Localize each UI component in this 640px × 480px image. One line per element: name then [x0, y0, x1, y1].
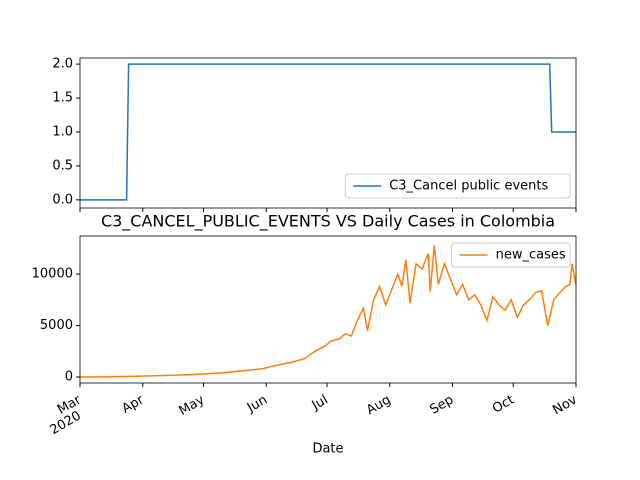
x-tick-label: Jun — [244, 393, 270, 417]
axes-frame — [79, 57, 577, 209]
y-tick-label: 2.0 — [52, 57, 73, 72]
series-line — [80, 63, 576, 201]
y-tick-label: 10000 — [32, 267, 73, 282]
x-tick-label: Oct — [490, 393, 517, 417]
x-axis-label: Date — [312, 442, 343, 457]
legend-label: C3_Cancel public events — [389, 179, 548, 194]
x-tick-label: Sep — [428, 393, 457, 418]
y-tick-label: 1.5 — [52, 91, 73, 106]
x-tick-label: Aug — [364, 393, 393, 419]
legend-box — [451, 242, 571, 268]
y-tick-label: 0.0 — [52, 192, 73, 207]
y-tick-label: 0 — [65, 370, 73, 385]
y-tick-label: 5000 — [40, 318, 73, 333]
x-tick-label: Nov — [550, 392, 580, 418]
x-tick-label: Jul — [309, 393, 331, 414]
y-tick-label: 0.5 — [52, 158, 73, 173]
x-tick-label: May — [176, 392, 207, 419]
legend-box — [344, 173, 571, 199]
chart-title: C3_CANCEL_PUBLIC_EVENTS VS Daily Cases i… — [101, 212, 555, 232]
series-line — [79, 245, 577, 378]
legend-label: new_cases — [496, 248, 566, 263]
y-tick-label: 1.0 — [52, 124, 73, 139]
x-tick-label: Apr — [120, 392, 148, 417]
axes-frame — [79, 235, 577, 384]
